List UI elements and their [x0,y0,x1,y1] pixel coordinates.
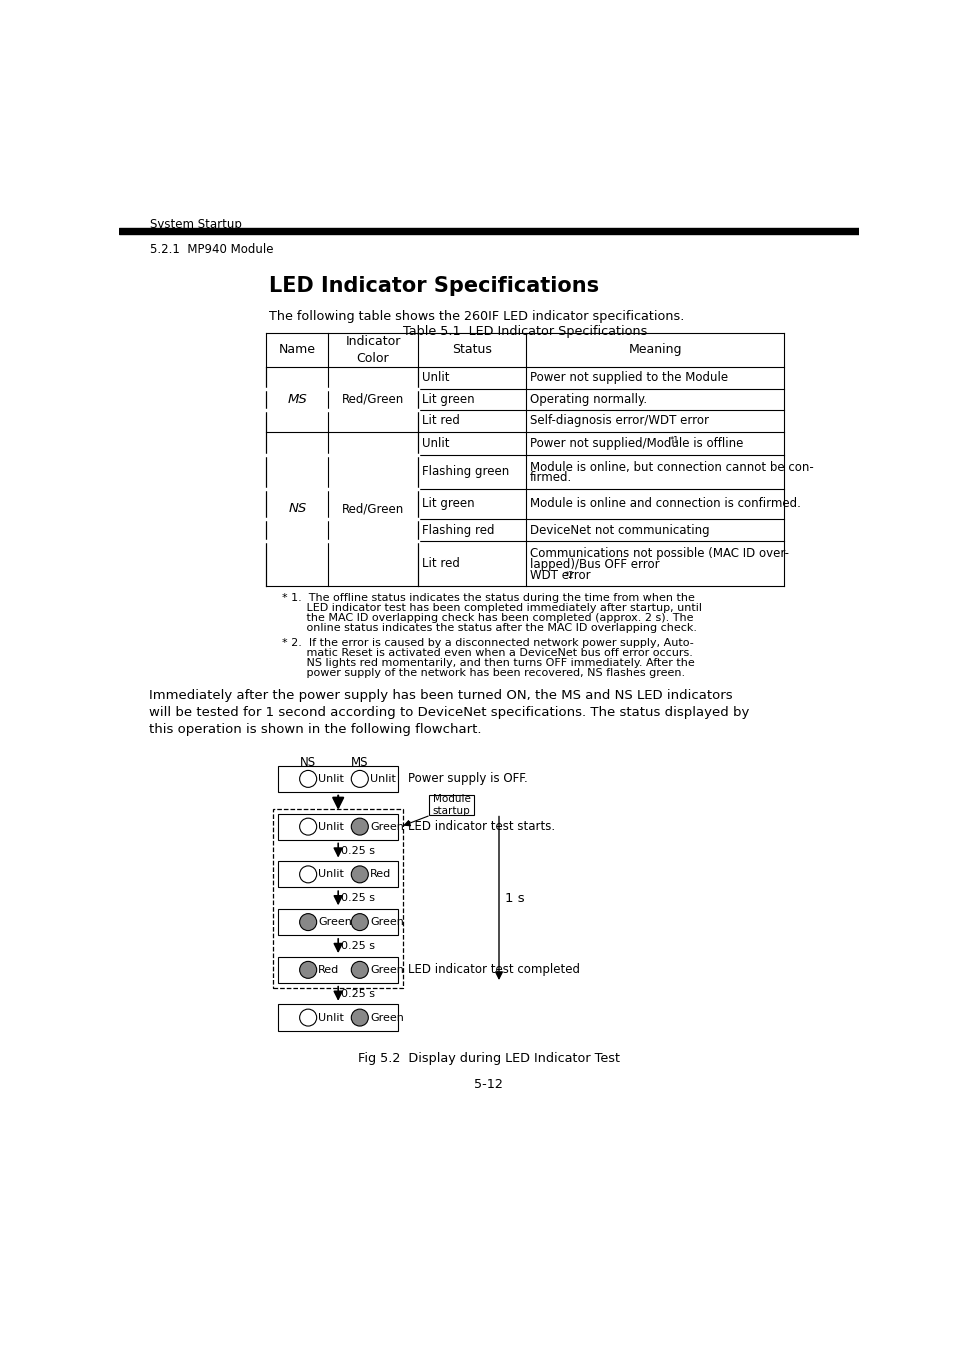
Text: Power not supplied to the Module: Power not supplied to the Module [530,372,727,384]
Text: Meaning: Meaning [628,343,681,357]
Text: DeviceNet not communicating: DeviceNet not communicating [530,524,709,536]
Text: Green: Green [370,1013,403,1023]
Bar [274,809,402,988]
Text: Green: Green [370,821,403,832]
Text: * 2.  If the error is caused by a disconnected network power supply, Auto-: * 2. If the error is caused by a disconn… [282,638,693,648]
Text: Red: Red [370,870,391,880]
Text: Immediately after the power supply has been turned ON, the MS and NS LED indicat: Immediately after the power supply has b… [149,689,732,701]
Text: LED indicator test completed: LED indicator test completed [407,963,578,977]
Text: The following table shows the 260IF LED indicator specifications.: The following table shows the 260IF LED … [269,309,683,323]
Text: Unlit: Unlit [370,774,395,784]
Text: NS: NS [300,755,315,769]
Text: firmed.: firmed. [530,471,572,484]
Text: Fig 5.2  Display during LED Indicator Test: Fig 5.2 Display during LED Indicator Tes… [357,1052,619,1065]
Text: Unlit: Unlit [318,1013,344,1023]
Text: Unlit: Unlit [318,774,344,784]
Circle shape [351,770,368,788]
Text: NS: NS [288,503,306,515]
Text: Lit green: Lit green [422,497,475,511]
Circle shape [299,962,316,978]
Text: Status: Status [452,343,492,357]
Text: 0.25 s: 0.25 s [341,942,375,951]
Text: Lit green: Lit green [422,393,475,405]
Text: *2: *2 [564,571,574,580]
Text: online status indicates the status after the MAC ID overlapping check.: online status indicates the status after… [282,623,697,634]
Text: power supply of the network has been recovered, NS flashes green.: power supply of the network has been rec… [282,667,684,678]
Text: Green: Green [370,965,403,975]
Text: Green: Green [370,917,403,927]
Circle shape [299,819,316,835]
Text: WDT error: WDT error [530,569,590,582]
Circle shape [299,770,316,788]
Circle shape [351,819,368,835]
Text: *1: *1 [669,435,679,444]
Text: lapped)/Bus OFF error: lapped)/Bus OFF error [530,558,659,571]
Text: 0.25 s: 0.25 s [341,846,375,855]
Text: LED indicator test starts.: LED indicator test starts. [407,820,554,834]
Text: NS lights red momentarily, and then turns OFF immediately. After the: NS lights red momentarily, and then turn… [282,658,694,667]
Text: Communications not possible (MAC ID over-: Communications not possible (MAC ID over… [530,547,788,561]
Circle shape [299,1009,316,1025]
Text: MS: MS [351,755,368,769]
Text: this operation is shown in the following flowchart.: this operation is shown in the following… [149,723,480,736]
Text: Power supply is OFF.: Power supply is OFF. [407,773,527,785]
Text: Unlit: Unlit [422,372,449,384]
Text: Name: Name [278,343,315,357]
Text: 0.25 s: 0.25 s [341,989,375,998]
Text: Green: Green [318,917,352,927]
Text: Indicator
Color: Indicator Color [345,335,400,365]
Text: Power not supplied/Module is offline: Power not supplied/Module is offline [530,436,742,450]
Circle shape [299,866,316,882]
Text: 0.25 s: 0.25 s [341,893,375,904]
Circle shape [351,913,368,931]
Text: Module is online, but connection cannot be con-: Module is online, but connection cannot … [530,461,813,474]
Text: Unlit: Unlit [422,436,449,450]
Text: Lit red: Lit red [422,415,459,427]
Bar [119,227,858,234]
Circle shape [351,1009,368,1025]
Bar [278,1005,397,1031]
Text: Unlit: Unlit [318,870,344,880]
Text: Module
startup: Module startup [433,794,470,816]
Circle shape [351,866,368,882]
Text: 5.2.1  MP940 Module: 5.2.1 MP940 Module [150,243,274,255]
Text: matic Reset is activated even when a DeviceNet bus off error occurs.: matic Reset is activated even when a Dev… [282,648,692,658]
Text: Lit red: Lit red [422,557,459,570]
Text: Flashing green: Flashing green [422,465,509,478]
Circle shape [351,962,368,978]
Text: System Startup: System Startup [150,218,242,231]
Text: LED Indicator Specifications: LED Indicator Specifications [269,276,598,296]
Bar [429,794,474,815]
Text: Red/Green: Red/Green [341,503,404,515]
Text: * 1.  The offline status indicates the status during the time from when the: * 1. The offline status indicates the st… [282,593,694,604]
Text: LED indicator test has been completed immediately after startup, until: LED indicator test has been completed im… [282,604,701,613]
Text: Module is online and connection is confirmed.: Module is online and connection is confi… [530,497,800,511]
Text: MS: MS [287,393,307,405]
Circle shape [299,913,316,931]
Text: Red/Green: Red/Green [341,393,404,405]
Bar [278,766,397,792]
Text: Flashing red: Flashing red [422,524,495,536]
Bar [278,957,397,984]
Text: the MAC ID overlapping check has been completed (approx. 2 s). The: the MAC ID overlapping check has been co… [282,613,693,623]
Bar [278,909,397,935]
Text: 1 s: 1 s [505,892,524,905]
Text: Unlit: Unlit [318,821,344,832]
Text: Red: Red [318,965,339,975]
Bar [278,813,397,840]
Text: will be tested for 1 second according to DeviceNet specifications. The status di: will be tested for 1 second according to… [149,705,748,719]
Text: Self-diagnosis error/WDT error: Self-diagnosis error/WDT error [530,415,708,427]
Bar [278,862,397,888]
Text: Operating normally.: Operating normally. [530,393,646,405]
Text: 5-12: 5-12 [474,1078,503,1092]
Text: Table 5.1  LED Indicator Specifications: Table 5.1 LED Indicator Specifications [403,326,647,338]
